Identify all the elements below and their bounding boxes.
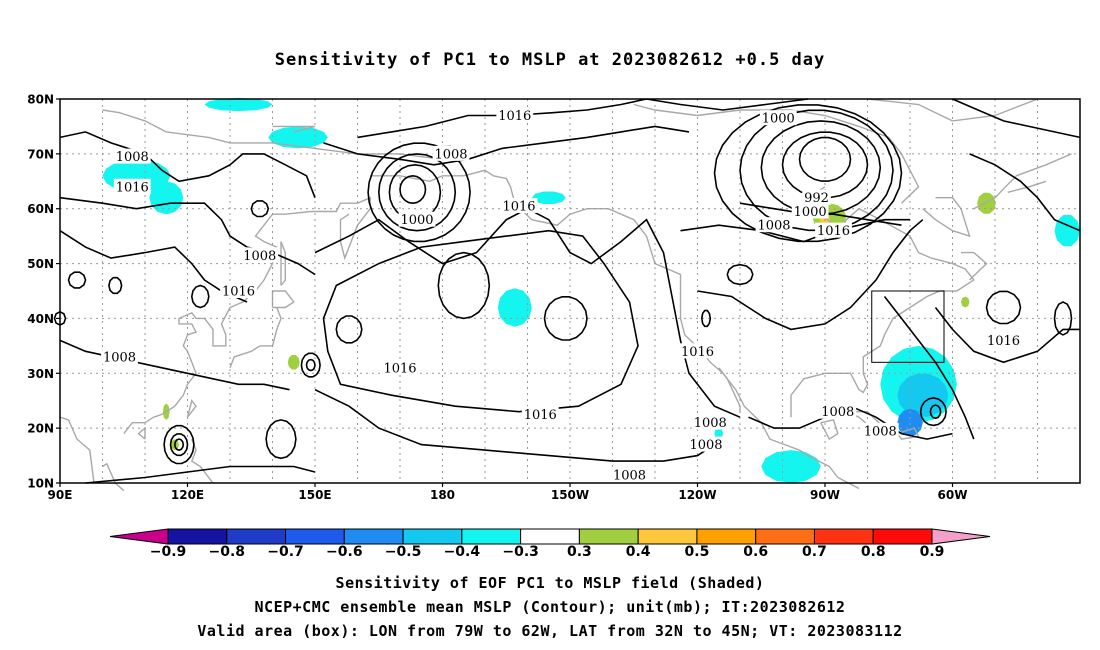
colorbar-label: 0.4 — [626, 544, 651, 560]
contour-label: 1016 — [383, 361, 416, 376]
latitude-labels: 80N 70N 60N 50N 40N 30N 20N 10N — [27, 93, 60, 491]
lon-tick-label: 120W — [678, 488, 716, 502]
colorbar-swatch — [343, 528, 404, 545]
colorbar-swatch — [461, 528, 522, 545]
colorbar-swatch — [872, 528, 933, 545]
contour-label: 1008 — [613, 468, 646, 483]
mslp-contours — [53, 98, 1081, 484]
colorbar-label: 0.3 — [567, 544, 592, 560]
valid-area-rect — [871, 290, 945, 363]
colorbar-swatch — [755, 528, 815, 545]
colorbar-swatch — [285, 528, 345, 545]
contour-label: 992 — [804, 191, 829, 206]
lon-tick-label: 150W — [551, 488, 589, 502]
contour-label: 1008 — [434, 147, 467, 162]
longitude-labels: 90E 120E 150E 180 150W 120W 90W 60W — [48, 483, 968, 502]
contour-label: 1016 — [987, 334, 1020, 349]
colorbar-label: 0.8 — [861, 544, 886, 560]
contour-label: 1016 — [681, 345, 714, 360]
lon-tick-label: 60W — [938, 488, 968, 502]
lon-tick-label: 150E — [298, 488, 331, 502]
contour-label: 1016 — [524, 408, 557, 423]
valid-area-box — [871, 290, 945, 363]
colorbar-swatch — [813, 528, 874, 545]
colorbar-label: 0.5 — [685, 544, 710, 560]
lat-tick-label: 40N — [27, 312, 54, 326]
contour-label: 1016 — [116, 180, 149, 195]
lon-tick-label: 120E — [171, 488, 204, 502]
lat-tick-label: 80N — [27, 93, 54, 107]
colorbar-arrow-low — [109, 528, 169, 545]
contour-label: 1000 — [400, 213, 433, 228]
colorbar-label: −0.3 — [502, 544, 539, 560]
colorbar: −0.9 −0.8 −0.7 −0.6 −0.5 −0.4 −0.3 0.3 0.4 0.5 0.6… — [109, 528, 991, 560]
colorbar-swatch — [520, 528, 580, 545]
contour-label: 1008 — [103, 350, 136, 365]
lat-tick-label: 70N — [27, 147, 54, 161]
lon-tick-label: 90W — [810, 488, 840, 502]
colorbar-swatch — [226, 528, 287, 545]
footer-line-shading: Sensitivity of EOF PC1 to MSLP field (Sh… — [335, 574, 765, 592]
colorbar-label: 0.6 — [743, 544, 768, 560]
colorbar-swatch — [637, 528, 698, 545]
contour-label: 1016 — [502, 199, 535, 214]
colorbar-arrow-high — [931, 528, 991, 545]
lon-tick-label: 90E — [48, 488, 73, 502]
lat-tick-label: 30N — [27, 367, 54, 381]
contour-label: 1016 — [498, 109, 531, 124]
lat-tick-label: 60N — [27, 202, 54, 216]
contour-label: 1008 — [243, 249, 276, 264]
colorbar-label: −0.6 — [326, 544, 363, 560]
contour-label: 1016 — [222, 285, 255, 300]
contour-label: 1000 — [762, 112, 795, 127]
lon-tick-label: 180 — [430, 488, 455, 502]
contour-label: 1008 — [689, 438, 722, 453]
contour-label: 1008 — [116, 150, 149, 165]
colorbar-label: 0.7 — [802, 544, 827, 560]
lat-tick-label: 20N — [27, 422, 54, 436]
colorbar-swatch — [696, 528, 757, 545]
colorbar-label: −0.7 — [267, 544, 304, 560]
contour-label: 1016 — [817, 224, 850, 239]
footer-line-valid-area: Valid area (box): LON from 79W to 62W, L… — [197, 622, 903, 640]
colorbar-label: 0.9 — [920, 544, 945, 560]
contour-label: 1008 — [694, 416, 727, 431]
colorbar-label: −0.8 — [209, 544, 246, 560]
lat-lon-grid — [60, 99, 1080, 483]
colorbar-label: −0.4 — [444, 544, 481, 560]
footer-line-contour: NCEP+CMC ensemble mean MSLP (Contour); u… — [254, 598, 846, 616]
colorbar-swatch — [578, 528, 639, 545]
contour-label: 1008 — [757, 219, 790, 234]
coastlines — [59, 98, 1072, 492]
colorbar-swatch — [402, 528, 463, 545]
colorbar-swatch — [167, 528, 228, 545]
lat-tick-label: 50N — [27, 257, 54, 271]
contour-label: 1008 — [864, 424, 897, 439]
contour-label: 1000 — [794, 205, 827, 220]
colorbar-label: −0.5 — [385, 544, 422, 560]
colorbar-label: −0.9 — [150, 544, 187, 560]
map-title: Sensitivity of PC1 to MSLP at 2023082612… — [274, 50, 826, 70]
lat-tick-label: 10N — [27, 477, 54, 491]
contour-label: 1008 — [821, 405, 854, 420]
